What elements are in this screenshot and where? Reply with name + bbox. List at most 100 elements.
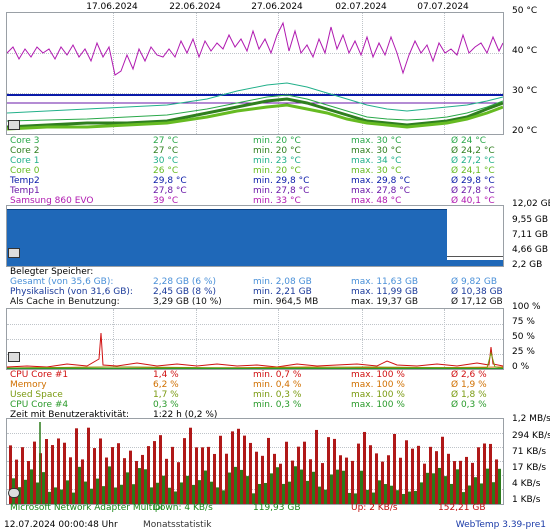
- cpu-plot: [7, 332, 503, 369]
- download-bar: [474, 477, 477, 504]
- version-label[interactable]: WebTemp 3.39-pre1: [455, 520, 546, 530]
- download-bar: [90, 488, 93, 504]
- memory-axis-label: 12,02 GB: [512, 199, 550, 209]
- temp-axis-label: 40 °C: [512, 46, 538, 56]
- upload-bar: [201, 447, 204, 504]
- upload-bar: [225, 453, 228, 504]
- upload-bar: [249, 442, 252, 504]
- upload-bar: [207, 446, 210, 504]
- temp-axis-label: 50 °C: [512, 6, 538, 16]
- download-bar: [468, 485, 471, 504]
- upload-bar: [69, 457, 72, 504]
- temperature-graph: [6, 12, 504, 135]
- upload-bar: [21, 447, 24, 504]
- cpu-core1-line: [7, 332, 503, 368]
- core2-line: [7, 97, 503, 129]
- download-bar: [420, 482, 423, 504]
- upload-bar: [231, 431, 234, 504]
- upload-bar: [333, 438, 336, 504]
- download-bar: [486, 468, 489, 504]
- memory-axis-label: 2,2 GB: [512, 260, 543, 270]
- download-bar: [282, 483, 285, 504]
- upload-bar: [237, 428, 240, 504]
- download-bar: [390, 485, 393, 504]
- network-axis-label: 1 KB/s: [512, 495, 541, 505]
- upload-bar: [171, 446, 174, 504]
- download-bar: [378, 480, 381, 504]
- download-bar: [288, 481, 291, 504]
- upload-bar: [429, 446, 432, 504]
- upload-bar: [483, 443, 486, 504]
- download-bar: [270, 473, 273, 504]
- memory-graph: [6, 205, 504, 267]
- network-axis-label: 294 KB/s: [512, 431, 550, 441]
- download-bar: [72, 492, 75, 504]
- download-bar: [372, 492, 375, 504]
- download-bar: [306, 480, 309, 504]
- upload-bar: [111, 447, 114, 504]
- samsung-860-evo-line: [7, 21, 503, 76]
- download-bar: [24, 479, 27, 504]
- download-bar: [234, 466, 237, 504]
- upload-bar: [81, 459, 84, 504]
- temp-axis-label: 30 °C: [512, 86, 538, 96]
- statistics-mode[interactable]: Monatsstatistik: [143, 520, 212, 530]
- download-bar: [300, 469, 303, 504]
- download-bar: [396, 490, 399, 504]
- download-bar: [126, 472, 129, 504]
- upload-bar: [135, 460, 138, 504]
- network-axis-label: 4 KB/s: [512, 479, 541, 489]
- upload-bar: [165, 458, 168, 504]
- cpu-axis-label: 0 %: [512, 362, 530, 372]
- upload-bar: [447, 453, 450, 504]
- memory-area: [7, 209, 447, 266]
- download-bar: [30, 469, 33, 504]
- upload-bar: [369, 445, 372, 504]
- core3-line: [7, 94, 503, 122]
- download-bar: [258, 483, 261, 504]
- upload-bar: [177, 462, 180, 504]
- upload-bar: [489, 443, 492, 504]
- download-bar: [432, 473, 435, 504]
- upload-bar: [363, 431, 366, 504]
- upload-bar: [267, 437, 270, 504]
- upload-bar: [399, 457, 402, 504]
- upload-bar: [387, 455, 390, 504]
- download-bar: [330, 474, 333, 504]
- network-graph: [6, 418, 504, 505]
- download-bar: [120, 484, 123, 504]
- download-bar: [318, 486, 321, 504]
- upload-bar: [45, 439, 48, 504]
- cpu-chip-icon: [8, 352, 20, 362]
- download-bar: [456, 469, 459, 504]
- download-bar: [246, 476, 249, 504]
- upload-bar: [417, 445, 420, 504]
- sensor-chip-icon: [8, 120, 20, 130]
- download-bar: [414, 490, 417, 504]
- upload-bar: [345, 457, 348, 504]
- download-bar: [366, 489, 369, 504]
- status-bar: 12.07.2024 00:00:48 Uhr Monatsstatistik …: [0, 518, 550, 532]
- download-bar: [42, 472, 45, 504]
- upload-bar: [441, 436, 444, 504]
- upload-bar: [153, 441, 156, 504]
- upload-bar: [129, 450, 132, 504]
- download-bar: [150, 487, 153, 504]
- timestamp: 12.07.2024 00:00:48 Uhr: [4, 520, 118, 530]
- download-bar: [462, 492, 465, 504]
- upload-bar: [309, 459, 312, 504]
- memory-axis-label: 4,66 GB: [512, 245, 549, 255]
- upload-bar: [183, 438, 186, 504]
- network-axis-label: 17 KB/s: [512, 463, 547, 473]
- download-bar: [192, 484, 195, 504]
- upload-bar: [261, 455, 264, 504]
- download-bar: [162, 475, 165, 504]
- cpu-axis-label: 100 %: [512, 302, 541, 312]
- download-bar: [96, 478, 99, 504]
- download-bar: [492, 482, 495, 504]
- download-bar: [324, 489, 327, 504]
- upload-bar: [243, 435, 246, 504]
- upload-bar: [57, 438, 60, 504]
- cpu-axis-label: 75 %: [512, 317, 535, 327]
- upload-bar: [393, 433, 396, 504]
